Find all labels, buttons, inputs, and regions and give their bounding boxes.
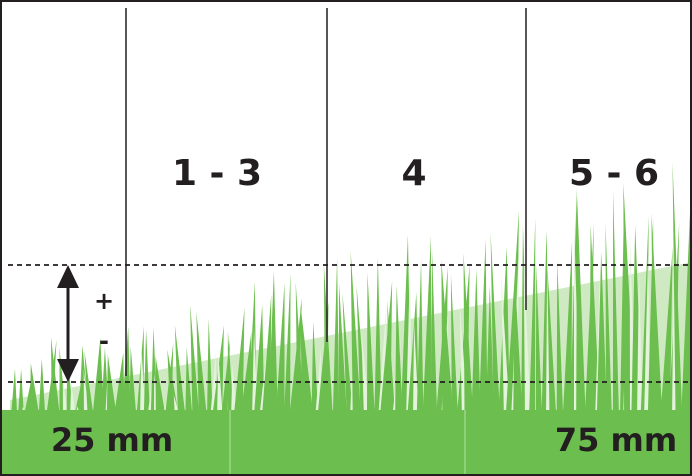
grass-blade [206, 318, 214, 420]
grass-blade [233, 307, 245, 420]
grass-blade [605, 223, 613, 420]
grass-blade [350, 250, 362, 420]
grass-blade [261, 294, 272, 420]
high-height-label: 75 mm [555, 421, 677, 459]
grass-blade [106, 354, 118, 420]
grass-blade [681, 169, 692, 420]
grass-blade [562, 241, 573, 420]
grass-blade [395, 284, 403, 420]
grass-blade [441, 260, 454, 420]
grass-blade [430, 250, 438, 420]
arrow-head-down [57, 359, 79, 382]
grass-blade [596, 251, 608, 420]
grass-blade [612, 190, 620, 420]
grass-blade [113, 352, 125, 420]
grass-blade [338, 283, 348, 420]
arrow-head-up [57, 265, 79, 288]
grass-blade [323, 263, 334, 420]
grass-blade [416, 258, 424, 420]
low-height-label: 25 mm [51, 421, 173, 459]
grass-blade [490, 232, 501, 420]
grass-blade [17, 368, 25, 420]
plus-label: + [94, 287, 114, 315]
grass-blade [311, 321, 319, 420]
grass-blade [167, 349, 180, 420]
grass-blade [253, 304, 265, 420]
grass-blade [10, 368, 18, 420]
grass-blade [422, 235, 432, 420]
column-label: 4 [401, 153, 426, 194]
ground [0, 410, 692, 476]
grass-blade [660, 247, 673, 420]
grass-blade [190, 304, 200, 420]
grass-blade [38, 358, 46, 420]
column-label: 5 - 6 [569, 153, 659, 194]
grass-blade [275, 283, 285, 420]
grass-blade [51, 336, 61, 420]
grass-blade [240, 331, 252, 420]
grass-blade [29, 362, 41, 420]
grass-blade [227, 330, 235, 420]
grass-blade [374, 256, 382, 420]
grass-blade [528, 217, 536, 420]
grass-blade [387, 300, 396, 420]
grass-blade [485, 285, 495, 420]
grass-blade [450, 273, 459, 420]
grass-blade [45, 339, 57, 420]
grass-blade [155, 355, 167, 420]
grass-blade [220, 338, 231, 420]
grass-blade [143, 329, 151, 420]
grass-blade [92, 337, 104, 420]
grass-blade [478, 239, 488, 420]
adjust-arrow [57, 265, 79, 382]
grass-blade [283, 272, 291, 420]
column-label: 1 - 3 [172, 153, 262, 194]
grass-blade [217, 353, 223, 420]
grass-blade [672, 161, 683, 420]
grass-blade [463, 253, 474, 420]
grass-blade [556, 260, 564, 420]
grass-blade [129, 346, 137, 420]
grass-blade [366, 272, 376, 420]
grass-blade [174, 324, 186, 420]
grass-blade [644, 252, 650, 420]
grass-blade [576, 195, 586, 420]
grass-blade [332, 257, 340, 420]
minus-label: - [99, 327, 109, 355]
grass-blade [342, 292, 354, 420]
grass-blade [185, 347, 193, 420]
height-guides [8, 264, 692, 383]
column-lines [125, 8, 527, 376]
grass-blade [196, 312, 208, 420]
grass-blade [513, 278, 523, 420]
grass-blade [84, 350, 95, 420]
grass-blade [300, 304, 314, 420]
grass-blade [651, 212, 663, 420]
